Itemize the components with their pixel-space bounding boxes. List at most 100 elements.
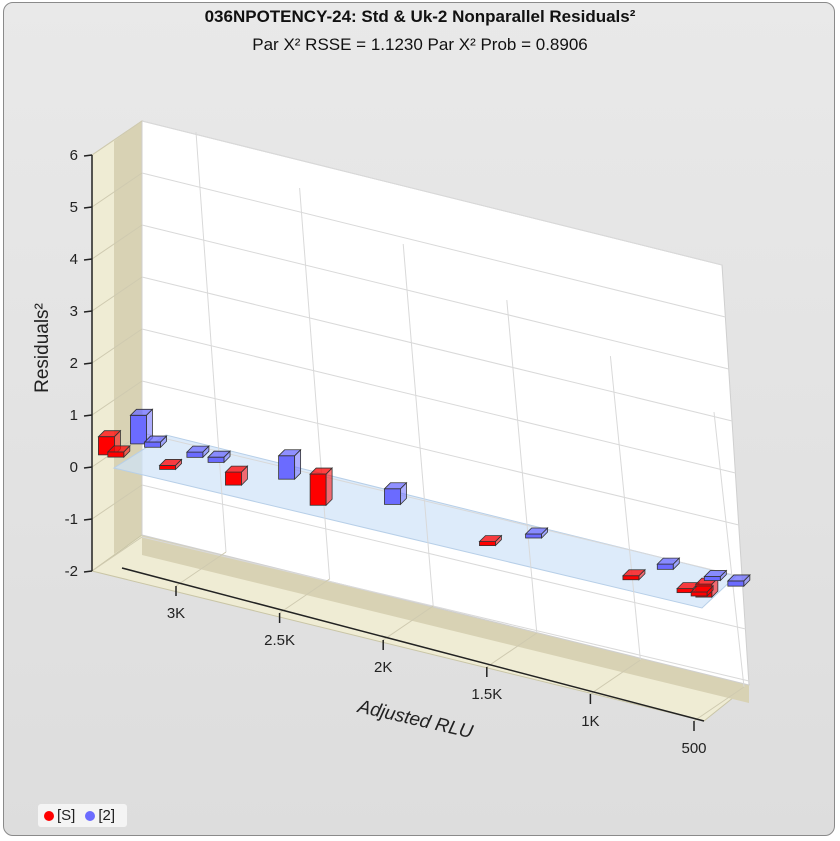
x-floor-gridline <box>279 578 330 614</box>
y-tick-label: 4 <box>70 251 78 268</box>
x-axis-label: Adjusted RLU <box>355 696 475 743</box>
y-wall-gridline <box>91 328 143 364</box>
y-wall-gridline <box>91 172 143 208</box>
bar-front <box>278 455 296 480</box>
legend-label-2: [2] <box>98 807 116 824</box>
y-tick-mark <box>83 362 93 365</box>
bar-side <box>638 568 646 581</box>
x-axis-line <box>121 567 705 722</box>
x-gridline <box>609 355 641 661</box>
y-tick-label: 1 <box>70 407 78 424</box>
bar <box>703 569 728 582</box>
x-gridline <box>402 243 434 607</box>
y-tick-mark <box>83 154 93 157</box>
y-axis-label: Residuals² <box>32 303 53 393</box>
x-floor-gridline <box>486 632 538 668</box>
legend: [S] [2] <box>38 804 128 827</box>
y-tick-mark <box>83 414 93 417</box>
bars <box>97 408 751 599</box>
y-gridline <box>141 276 733 422</box>
bar <box>621 568 646 581</box>
ticks: 6 5 4 3 2 1 0 -1 -2 3K 2.5K 2K 1.5K 1K 500 <box>65 147 707 757</box>
bar-front <box>107 451 125 458</box>
bar-side <box>706 585 714 597</box>
x-floor-gridline <box>382 605 434 641</box>
bar-front <box>727 580 745 587</box>
y-tick-label: -2 <box>65 563 78 580</box>
bar-front <box>159 465 176 470</box>
bar <box>143 435 168 449</box>
x-tick-label: 1.5K <box>471 686 502 703</box>
bar <box>224 465 249 487</box>
bar-front <box>525 533 542 539</box>
y-gridline <box>141 172 726 318</box>
bar <box>185 445 210 459</box>
bar-front <box>690 591 708 597</box>
x-gridline <box>506 299 538 634</box>
chart-title: 036NPOTENCY-24: Std & Uk-2 Nonparallel R… <box>204 7 636 26</box>
bar-side <box>123 444 131 459</box>
y-tick-mark <box>83 206 93 209</box>
y-gridline <box>141 484 746 630</box>
y-tick-label: 3 <box>70 303 78 320</box>
bar-side <box>325 467 333 507</box>
x-tick-label: 500 <box>681 740 706 757</box>
plot-walls <box>90 120 751 722</box>
x-gridline <box>713 411 745 688</box>
y-wall-gridline <box>91 224 143 260</box>
y-tick-label: 0 <box>70 459 78 476</box>
y-tick-mark <box>83 310 93 313</box>
bar <box>277 448 302 481</box>
bar-side <box>175 458 182 471</box>
y-tick-label: 2 <box>70 355 78 372</box>
bar-side <box>495 534 502 547</box>
legend-dot-s <box>44 810 54 821</box>
bar <box>656 557 681 571</box>
y-gridline <box>141 536 750 682</box>
chart-subtitle: Par X² RSSE = 1.1230 Par X² Prob = 0.890… <box>252 35 588 54</box>
bar-side <box>400 481 407 506</box>
floor-edge <box>142 535 749 703</box>
y-wall-gridline <box>91 380 143 416</box>
bar-front <box>622 575 640 581</box>
y-wall-gridline <box>91 120 143 156</box>
bar-front <box>225 471 242 486</box>
x-tick-label: 3K <box>167 605 185 622</box>
left-wall-edge <box>114 121 142 554</box>
bar-front <box>656 563 674 570</box>
y-tick-mark <box>83 570 93 573</box>
x-gridline <box>299 187 331 580</box>
legend-item-2: [2] <box>85 807 115 824</box>
y-tick-mark <box>83 258 93 261</box>
bar-front <box>144 441 161 448</box>
bar-front <box>186 451 204 458</box>
bar-side <box>223 450 231 464</box>
bar-side <box>160 435 167 449</box>
legend-item-s: [S] <box>44 807 75 824</box>
y-tick-label: -1 <box>65 511 78 528</box>
bar <box>207 450 232 464</box>
bar-side <box>202 445 210 459</box>
legend-label-s: [S] <box>57 807 76 824</box>
bar-side <box>672 557 680 571</box>
x-floor-gridline <box>590 659 641 695</box>
y-gridline <box>141 120 723 266</box>
y-tick-mark <box>83 466 93 469</box>
bar-front <box>479 541 496 546</box>
y-gridline <box>141 380 739 526</box>
chart-frame: 036NPOTENCY-24: Std & Uk-2 Nonparallel R… <box>3 2 835 836</box>
bar-front <box>207 456 225 463</box>
grid-lines <box>91 120 750 722</box>
x-tick-label: 1K <box>581 713 599 730</box>
y-tick-mark <box>83 518 93 521</box>
bar <box>690 585 715 597</box>
bar <box>726 573 751 588</box>
bar-side <box>541 527 548 539</box>
y-wall-gridline <box>91 484 143 520</box>
x-floor-gridline <box>175 551 227 587</box>
x-tick-label: 2.5K <box>264 632 295 649</box>
bar-side <box>241 465 248 487</box>
y-gridline <box>141 432 743 578</box>
bar <box>158 458 183 471</box>
